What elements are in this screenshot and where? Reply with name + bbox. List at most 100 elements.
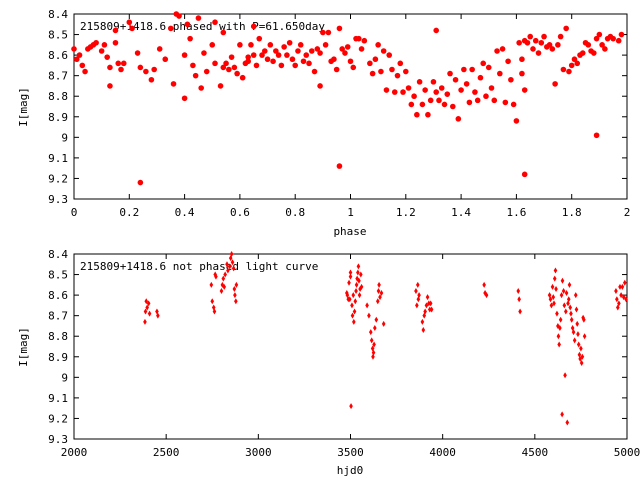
unphased-data-point bbox=[145, 304, 149, 311]
unphased-data-point bbox=[427, 300, 431, 307]
phased-data-point bbox=[162, 56, 169, 63]
unphased-data-point bbox=[562, 302, 567, 309]
phased-y-tick-label: 9.3 bbox=[48, 193, 68, 206]
unphased-data-point bbox=[572, 337, 577, 344]
phased-data-point bbox=[505, 58, 511, 65]
phased-data-point bbox=[477, 74, 484, 81]
unphased-x-tick-label: 2500 bbox=[153, 446, 180, 459]
phased-data-point bbox=[602, 46, 608, 52]
unphased-x-ticks: 2000 2500 3000 3500 4000 4500 5000 bbox=[61, 254, 640, 459]
phased-data-point bbox=[494, 48, 500, 54]
phased-data-point bbox=[610, 35, 616, 42]
phased-data-point bbox=[497, 70, 503, 77]
phased-data-point bbox=[250, 23, 257, 30]
unphased-data-point bbox=[569, 310, 573, 317]
phased-x-axis-label: phase bbox=[333, 225, 366, 238]
unphased-data-point bbox=[563, 372, 567, 379]
phased-data-point bbox=[455, 116, 462, 122]
phased-data-point bbox=[411, 93, 417, 100]
unphased-data-point bbox=[414, 288, 418, 294]
phased-x-ticks: 0 0.2 0.4 0.6 0.8 1 1.2 1.4 1.6 1.8 2 bbox=[71, 14, 631, 219]
phased-data-point bbox=[400, 89, 406, 95]
phased-x-tick-label: 0.4 bbox=[175, 206, 195, 219]
unphased-data-point bbox=[582, 333, 587, 340]
unphased-x-tick-label: 5000 bbox=[614, 446, 640, 459]
unphased-data-point bbox=[483, 290, 487, 297]
unphased-data-point bbox=[229, 251, 234, 257]
phased-data-point bbox=[184, 21, 191, 28]
phased-x-tick-label: 1 bbox=[347, 206, 354, 219]
unphased-data-point bbox=[227, 263, 232, 270]
unphased-data-point bbox=[143, 308, 148, 315]
phased-data-point bbox=[250, 52, 257, 58]
phased-data-point bbox=[223, 60, 229, 67]
phased-data-point bbox=[369, 70, 376, 77]
unphased-data-point bbox=[234, 298, 238, 305]
unphased-data-point bbox=[356, 263, 361, 270]
unphased-data-point bbox=[359, 283, 364, 290]
phased-data-point bbox=[212, 60, 218, 67]
unphased-data-point bbox=[349, 403, 353, 410]
phased-data-point bbox=[311, 68, 318, 75]
phased-x-tick-label: 2 bbox=[624, 206, 631, 219]
unphased-data-point bbox=[144, 298, 149, 305]
phased-y-ticks: 8.4 8.5 8.6 8.7 8.8 8.9 9 9.1 9.2 9.3 bbox=[48, 8, 627, 206]
phased-plot-title: 215809+1418.6 phased with P=61.650day bbox=[80, 20, 325, 33]
phased-data-point bbox=[134, 50, 141, 56]
unphased-data-point bbox=[228, 255, 233, 262]
phased-data-point bbox=[618, 31, 625, 38]
unphased-data-point bbox=[365, 302, 369, 309]
phased-y-tick-label: 8.9 bbox=[48, 111, 68, 124]
unphased-data-point bbox=[347, 296, 352, 303]
unphased-data-point bbox=[560, 411, 564, 418]
phased-data-point bbox=[120, 60, 127, 67]
unphased-data-point bbox=[156, 312, 160, 319]
unphased-data-point bbox=[516, 288, 521, 294]
phased-data-point bbox=[336, 25, 343, 32]
phased-data-point bbox=[499, 46, 506, 52]
phased-data-point bbox=[303, 52, 310, 58]
phased-y-tick-label: 8.4 bbox=[48, 8, 68, 21]
phased-data-point bbox=[181, 95, 188, 102]
phased-data-point bbox=[320, 29, 326, 36]
unphased-data-point bbox=[370, 345, 375, 352]
phased-data-point bbox=[555, 42, 561, 48]
unphased-data-point bbox=[624, 296, 628, 303]
phased-data-point bbox=[93, 39, 99, 46]
phased-data-point bbox=[535, 50, 542, 56]
unphased-data-point bbox=[212, 308, 217, 315]
unphased-data-point bbox=[566, 296, 571, 303]
unphased-data-point bbox=[581, 314, 585, 321]
phased-data-point bbox=[521, 171, 528, 178]
unphased-data-point bbox=[357, 277, 361, 284]
phased-data-point bbox=[596, 31, 603, 38]
phased-data-point bbox=[195, 15, 202, 21]
phased-data-point bbox=[118, 66, 124, 73]
unphased-y-axis-label: I[mag] bbox=[17, 327, 30, 367]
unphased-y-tick-label: 9.2 bbox=[48, 412, 68, 425]
unphased-x-tick-label: 3500 bbox=[337, 446, 364, 459]
unphased-data-point bbox=[564, 290, 569, 297]
unphased-data-point bbox=[567, 281, 572, 288]
phased-data-point bbox=[156, 46, 163, 52]
unphased-data-point bbox=[558, 316, 563, 323]
phased-data-point bbox=[530, 46, 536, 52]
unphased-data-point bbox=[371, 349, 376, 356]
unphased-data-point bbox=[571, 329, 576, 336]
unphased-data-point bbox=[348, 273, 353, 280]
phased-data-point bbox=[137, 179, 144, 186]
phased-data-point bbox=[115, 60, 122, 67]
unphased-data-point bbox=[348, 269, 353, 276]
phased-data-point bbox=[403, 68, 409, 75]
phased-data-point bbox=[355, 35, 362, 42]
phased-data-point bbox=[71, 46, 77, 52]
unphased-y-tick-label: 8.8 bbox=[48, 330, 68, 343]
phased-data-point bbox=[201, 50, 207, 56]
phased-data-point bbox=[342, 50, 348, 56]
phased-data-point bbox=[267, 42, 274, 48]
unphased-data-point bbox=[568, 304, 573, 311]
phased-data-point bbox=[566, 68, 572, 75]
phased-data-point bbox=[317, 50, 323, 56]
unphased-data-point bbox=[551, 294, 556, 301]
phased-data-point bbox=[541, 33, 547, 40]
